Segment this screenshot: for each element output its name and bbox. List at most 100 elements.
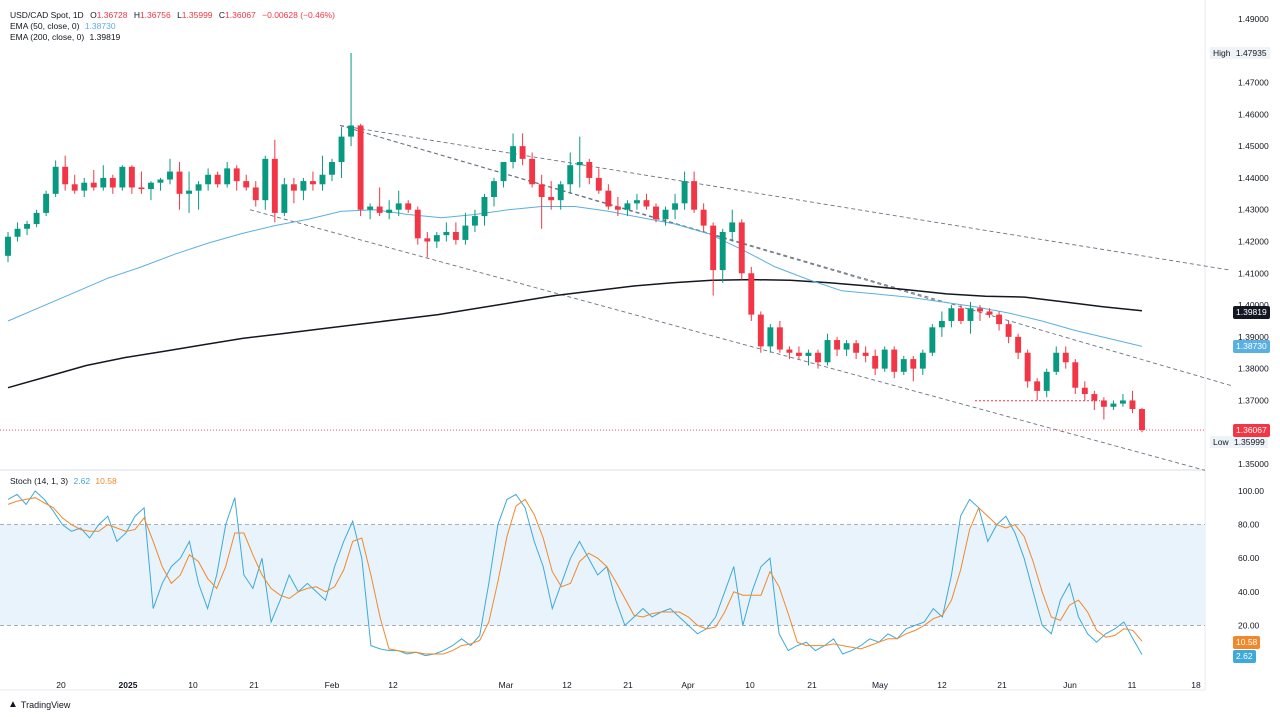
candle-body <box>1043 371 1050 391</box>
stoch-band <box>0 524 1205 626</box>
candle <box>710 222 717 296</box>
brand-name: TradingView <box>20 699 71 710</box>
open-label: O <box>90 10 97 20</box>
candle-body <box>81 182 88 191</box>
candle <box>948 305 955 328</box>
time-axis[interactable]: 20 2025 10 21 Feb 12 Mar 12 21 Apr 10 21 May 12 21 Jun 1… <box>56 680 1201 690</box>
ema50-badge: 1.38730 <box>1233 340 1270 353</box>
channel-lower-line <box>249 209 1206 471</box>
candle-body <box>1091 394 1098 401</box>
stoch-d-path <box>7 497 1143 655</box>
candle-body <box>510 146 517 163</box>
price-tick-label: 1.46000 <box>1238 109 1269 119</box>
stoch-legend[interactable]: Stoch (14, 1, 3) 2.62 10.58 <box>10 476 117 487</box>
time-tick-label: 11 <box>1128 680 1137 690</box>
candle <box>1043 368 1050 398</box>
candle-body <box>795 352 802 356</box>
candle-body <box>167 171 173 180</box>
candle <box>109 174 116 194</box>
candle-body <box>205 174 212 185</box>
candle <box>900 355 907 375</box>
candle <box>519 133 526 166</box>
candle-body <box>557 184 564 201</box>
candle-body <box>1034 381 1041 391</box>
candle <box>491 177 497 207</box>
candle <box>891 346 898 379</box>
tradingview-logo[interactable]: ▲ TradingView <box>8 699 70 710</box>
candle-body <box>157 179 164 183</box>
candle-body <box>214 174 221 185</box>
candle <box>367 203 374 220</box>
candle-body <box>1053 352 1060 372</box>
candle-body <box>1100 400 1107 407</box>
price-tick-label: 1.39000 <box>1238 332 1269 342</box>
candle <box>348 53 355 147</box>
candle <box>1139 408 1145 433</box>
candle-body <box>43 193 50 213</box>
candle <box>138 171 145 194</box>
candle <box>538 174 545 229</box>
candle-body <box>681 181 688 204</box>
stoch-tick-label: 40.00 <box>1238 587 1260 597</box>
price-tick-label: 1.49000 <box>1238 14 1269 24</box>
candle <box>767 324 774 353</box>
candle <box>700 203 707 232</box>
candle-body <box>357 125 364 210</box>
candle-body <box>643 200 650 207</box>
candle <box>996 311 1003 331</box>
last-price-badge: 1.36067 <box>1233 424 1270 437</box>
low-marker-value: 1.35999 <box>1233 437 1265 447</box>
candle-body <box>128 166 135 188</box>
candle <box>1062 346 1069 369</box>
stoch-tick-label: 80.00 <box>1238 520 1260 530</box>
candle-body <box>52 166 59 194</box>
candle-body <box>824 340 831 363</box>
candle-body <box>710 225 717 271</box>
candle-body <box>395 203 402 210</box>
ema200-legend[interactable]: EMA (200, close, 0) 1.39819 <box>10 32 120 43</box>
time-tick-label: 10 <box>188 680 198 690</box>
price-axis[interactable]: 1.490001.480001.470001.460001.450001.440… <box>1238 14 1269 469</box>
candle-body <box>271 158 278 213</box>
time-tick-label: Mar <box>499 680 514 690</box>
candle-body <box>443 231 450 236</box>
candle <box>1081 381 1088 401</box>
low-marker: Low 1.35999 <box>1210 436 1268 448</box>
candle-body <box>1139 409 1145 430</box>
time-tick-label: 12 <box>937 680 947 690</box>
candle-body <box>5 236 11 256</box>
candle <box>5 231 11 263</box>
channel-mid-line <box>339 125 941 303</box>
time-tick-label: 12 <box>562 680 572 690</box>
candle-body <box>910 359 917 369</box>
stoch-lines <box>7 490 1143 657</box>
candle <box>910 355 917 382</box>
time-tick-label: 10 <box>745 680 755 690</box>
candle-body <box>376 206 383 213</box>
ema50-legend[interactable]: EMA (50, close, 0) 1.38730 <box>10 21 116 32</box>
price-tick-label: 1.38000 <box>1238 364 1269 374</box>
candle <box>624 200 631 217</box>
candle-body <box>967 308 974 321</box>
high-value: 1.36756 <box>139 10 171 20</box>
candle-body <box>957 308 964 321</box>
candle-body <box>71 184 78 191</box>
time-tick-label: 20 <box>56 680 66 690</box>
candle-body <box>405 203 412 210</box>
stoch-tick-label: 100.00 <box>1238 486 1264 496</box>
high-label: H <box>133 10 140 20</box>
candle-body <box>109 177 116 188</box>
candle-body <box>843 343 850 350</box>
candle-body <box>691 181 698 210</box>
candle <box>786 346 793 360</box>
close-label: C <box>218 10 226 20</box>
candle-body <box>262 158 269 201</box>
candle <box>462 212 469 245</box>
candle <box>872 349 879 375</box>
price-tick-label: 1.45000 <box>1238 141 1269 151</box>
symbol-label[interactable]: USD/CAD Spot, 1D <box>10 10 84 20</box>
candle <box>157 177 164 191</box>
price-tick-label: 1.35000 <box>1238 459 1269 469</box>
upper-trendline <box>339 125 1231 271</box>
candle <box>43 190 50 217</box>
